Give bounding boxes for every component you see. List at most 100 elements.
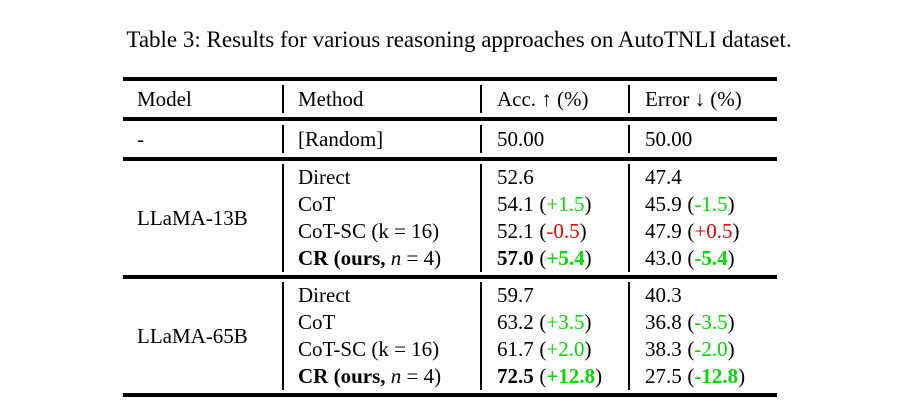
header-row: Model Method Acc. ↑ (%) Error ↓ (%)	[123, 81, 777, 117]
acc-cell: 52.6	[497, 164, 628, 191]
header-accuracy: Acc. ↑ (%)	[480, 85, 628, 113]
method-cell: CoT-SC (k = 16)	[298, 218, 480, 245]
paren-open: (	[687, 219, 695, 243]
metric-value: 54.1	[497, 192, 534, 216]
method-label: Direct	[298, 283, 351, 307]
paren-open: (	[539, 246, 547, 270]
method-label: = 4)	[401, 246, 442, 270]
method-italic-part: n	[390, 246, 402, 270]
rule-below-13b	[123, 275, 777, 279]
metric-value: 61.7	[497, 337, 534, 361]
metric-value: 72.5	[497, 364, 534, 388]
metric-value: 36.8	[645, 310, 682, 334]
paren-close: )	[584, 246, 592, 270]
method-label: CoT	[298, 192, 336, 216]
acc-cell: 72.5 (+12.8)	[497, 363, 628, 390]
delta-group: (-0.5)	[539, 219, 586, 243]
paren-open: (	[687, 192, 695, 216]
group-llama-65b: LLaMA-65B Direct CoT CoT-SC (k = 16) CR …	[123, 279, 777, 393]
random-model-cell: -	[137, 127, 144, 151]
paren-close: )	[727, 310, 735, 334]
delta-value: +1.5	[546, 192, 585, 216]
paren-close: )	[738, 364, 746, 388]
delta-value: +5.4	[546, 246, 585, 270]
paren-close: )	[727, 192, 735, 216]
header-method: Method	[282, 85, 480, 113]
model-name-cell: LLaMA-65B	[137, 323, 248, 348]
error-cell: 43.0 (-5.4)	[645, 245, 777, 272]
paren-close: )	[727, 246, 735, 270]
paren-open: (	[687, 246, 695, 270]
delta-group: (-2.0)	[687, 337, 734, 361]
method-cell: CoT-SC (k = 16)	[298, 336, 480, 363]
method-cell: CoT	[298, 191, 480, 218]
metric-value: 47.4	[645, 165, 682, 189]
error-column: 47.4 45.9 (-1.5) 47.9 (+0.5) 43.0 (-5.4)	[628, 164, 777, 272]
method-label: CoT	[298, 310, 336, 334]
error-column: 40.3 36.8 (-3.5) 38.3 (-2.0) 27.5 (-12.8)	[628, 282, 777, 390]
header-error: Error ↓ (%)	[628, 85, 777, 113]
acc-cell: 63.2 (+3.5)	[497, 309, 628, 336]
error-cell: 47.4	[645, 164, 777, 191]
method-column: Direct CoT CoT-SC (k = 16) CR (ours, n =…	[282, 164, 480, 272]
rule-below-header	[123, 117, 777, 121]
metric-value: 52.6	[497, 165, 534, 189]
method-label: CoT-SC (k = 16)	[298, 337, 440, 361]
delta-group: (+1.5)	[539, 192, 591, 216]
error-cell: 36.8 (-3.5)	[645, 309, 777, 336]
metric-value: 57.0	[497, 246, 534, 270]
error-cell: 38.3 (-2.0)	[645, 336, 777, 363]
paren-close: )	[732, 219, 740, 243]
paren-close: )	[727, 337, 735, 361]
delta-value: -12.8	[694, 364, 739, 388]
paren-close: )	[595, 364, 603, 388]
paren-close: )	[579, 219, 587, 243]
delta-value: -1.5	[694, 192, 728, 216]
paren-open: (	[539, 337, 547, 361]
error-cell: 45.9 (-1.5)	[645, 191, 777, 218]
method-bold-part: CR (ours,	[298, 246, 391, 270]
metric-value: 52.1	[497, 219, 534, 243]
method-cell: Direct	[298, 164, 480, 191]
metric-value: 50.00	[497, 127, 545, 151]
delta-value: +2.0	[546, 337, 585, 361]
rule-bottom	[123, 393, 777, 397]
error-cell: 27.5 (-12.8)	[645, 363, 777, 390]
group-llama-13b: LLaMA-13B Direct CoT CoT-SC (k = 16) CR …	[123, 161, 777, 275]
paren-open: (	[687, 337, 695, 361]
metric-value: 38.3	[645, 337, 682, 361]
accuracy-column: 52.6 54.1 (+1.5) 52.1 (-0.5) 57.0 (+5.4)	[480, 164, 628, 272]
delta-value: -2.0	[694, 337, 728, 361]
delta-group: (-1.5)	[687, 192, 734, 216]
metric-value: 45.9	[645, 192, 682, 216]
method-label: = 4)	[401, 364, 442, 388]
method-cell: CR (ours, n = 4)	[298, 363, 480, 390]
error-cell: 40.3	[645, 282, 777, 309]
random-acc-cell: 50.00	[480, 125, 628, 153]
delta-group: (+0.5)	[687, 219, 739, 243]
delta-value: +0.5	[694, 219, 733, 243]
acc-cell: 57.0 (+5.4)	[497, 245, 628, 272]
paren-open: (	[539, 192, 547, 216]
delta-group: (-12.8)	[687, 364, 745, 388]
header-model: Model	[137, 87, 192, 111]
method-label: CoT-SC (k = 16)	[298, 219, 440, 243]
acc-cell: 59.7	[497, 282, 628, 309]
method-cell: CR (ours, n = 4)	[298, 245, 480, 272]
paren-close: )	[584, 310, 592, 334]
delta-group: (+2.0)	[539, 337, 591, 361]
metric-value: 63.2	[497, 310, 534, 334]
paren-open: (	[539, 219, 547, 243]
acc-cell: 52.1 (-0.5)	[497, 218, 628, 245]
delta-group: (+5.4)	[539, 246, 591, 270]
paren-open: (	[687, 364, 695, 388]
method-italic-part: n	[390, 364, 402, 388]
paren-open: (	[539, 364, 547, 388]
paren-open: (	[539, 310, 547, 334]
delta-value: -5.4	[694, 246, 728, 270]
metric-value: 47.9	[645, 219, 682, 243]
delta-group: (+3.5)	[539, 310, 591, 334]
paren-close: )	[584, 192, 592, 216]
method-column: Direct CoT CoT-SC (k = 16) CR (ours, n =…	[282, 282, 480, 390]
